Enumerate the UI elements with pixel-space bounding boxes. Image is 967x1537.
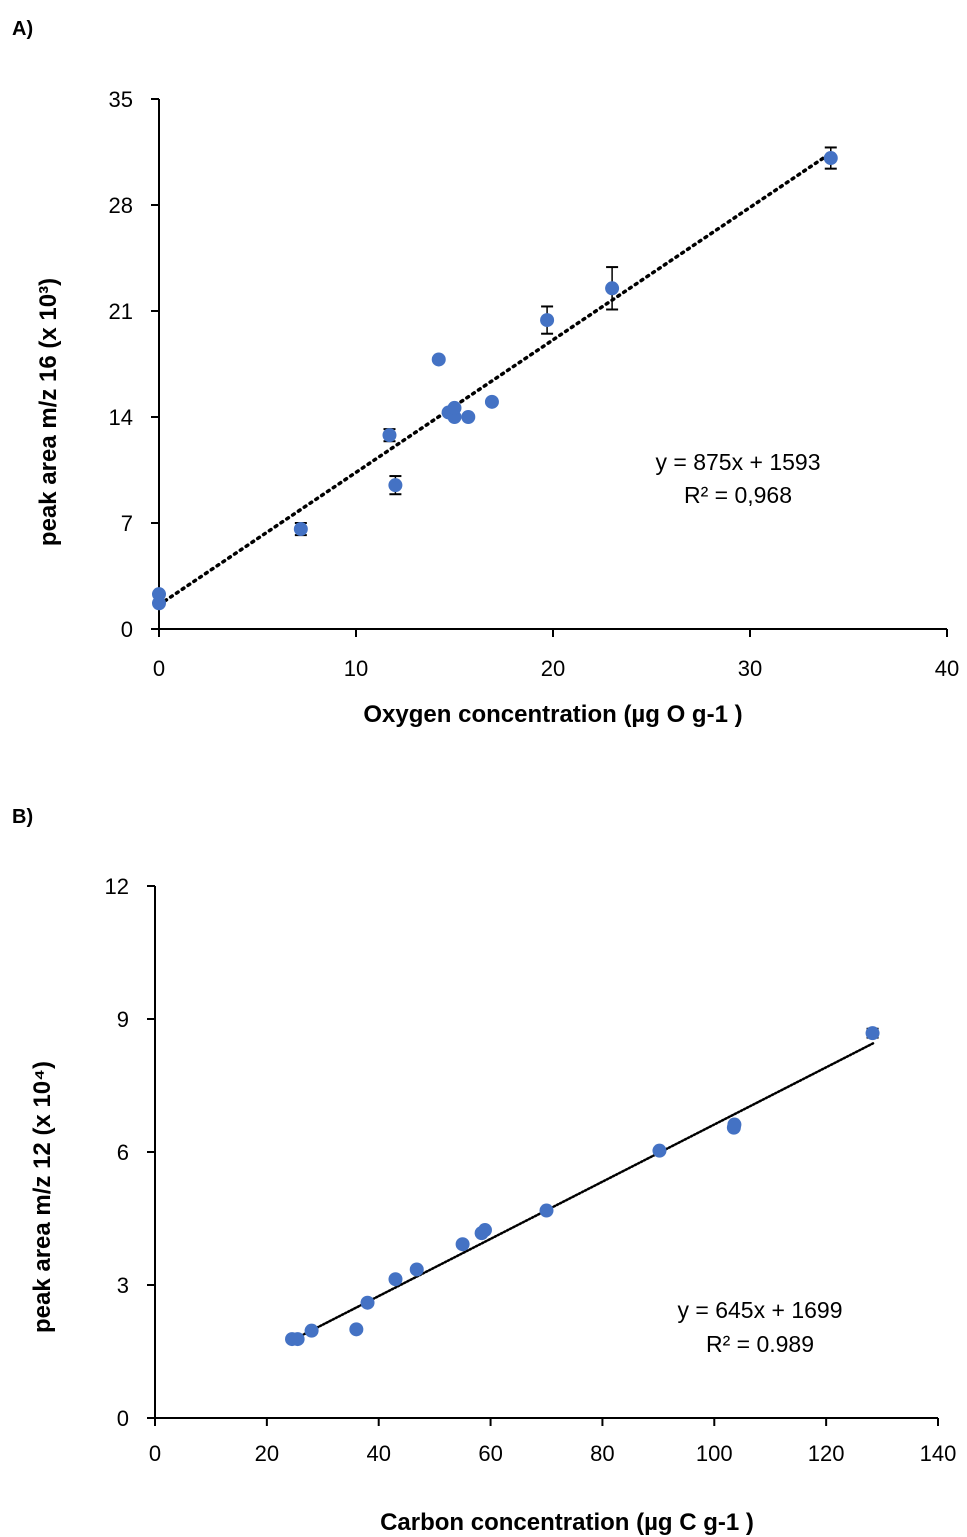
x-tick-label: 40 [366,1441,390,1466]
y-tick-label: 35 [109,87,133,112]
data-point [360,1295,375,1310]
data-point [349,1322,364,1337]
x-axis-title: Carbon concentration (µg C g-1 ) [380,1509,754,1536]
data-point [865,1026,880,1041]
trendline [290,1041,875,1342]
x-tick-label: 40 [935,656,959,681]
data-point [293,522,308,537]
data-point [382,428,397,443]
x-tick-label: 20 [255,1441,279,1466]
data-point [455,1237,470,1252]
data-point [477,1223,492,1238]
panel-label-b: B) [12,806,34,828]
y-tick-label: 3 [117,1273,129,1298]
data-point [605,281,620,296]
y-axis-title: peak area m/z 12 (x 10⁴) [29,1061,56,1333]
y-tick-label: 0 [121,617,133,642]
x-tick-label: 20 [541,656,565,681]
x-tick-label: 100 [696,1441,733,1466]
data-point [409,1262,424,1277]
data-point [388,478,403,493]
x-tick-label: 80 [590,1441,614,1466]
data-point [539,1203,554,1218]
data-point [823,151,838,166]
x-tick-label: 30 [738,656,762,681]
y-tick-label: 21 [109,299,133,324]
x-tick-label: 120 [808,1441,845,1466]
data-point [447,400,462,415]
y-tick-label: 9 [117,1007,129,1032]
data-point [727,1117,742,1132]
x-tick-label: 60 [478,1441,502,1466]
data-point [540,313,555,328]
trendline-equation: y = 645x + 1699 [678,1297,843,1323]
y-tick-label: 28 [109,193,133,218]
data-point [388,1272,403,1287]
panel-label-a: A) [12,18,34,40]
y-tick-label: 12 [105,874,129,899]
x-tick-label: 10 [344,656,368,681]
r-squared-label: R² = 0,968 [684,482,792,508]
y-tick-label: 7 [121,511,133,536]
trendline-equation: y = 875x + 1593 [656,449,821,475]
data-point [652,1143,667,1158]
data-point [431,352,446,367]
data-point [290,1332,305,1347]
r-squared-label: R² = 0.989 [706,1331,814,1357]
x-tick-label: 0 [153,656,165,681]
chart-a: 0 7 14 21 28 35 0 10 20 30 40 y = 875x + 1593 R² = 0… [35,87,959,728]
x-tick-label: 0 [149,1441,161,1466]
y-tick-label: 0 [117,1406,129,1431]
data-point [304,1323,319,1338]
trendline [157,151,833,607]
y-tick-label: 6 [117,1140,129,1165]
x-axis-title: Oxygen concentration (µg O g-1 ) [363,701,742,728]
data-point [152,596,166,611]
y-tick-label: 14 [109,405,133,430]
y-axis-title: peak area m/z 16 (x 10³) [35,278,62,546]
data-point [484,394,499,409]
data-point [461,410,476,424]
x-tick-label: 140 [920,1441,957,1466]
